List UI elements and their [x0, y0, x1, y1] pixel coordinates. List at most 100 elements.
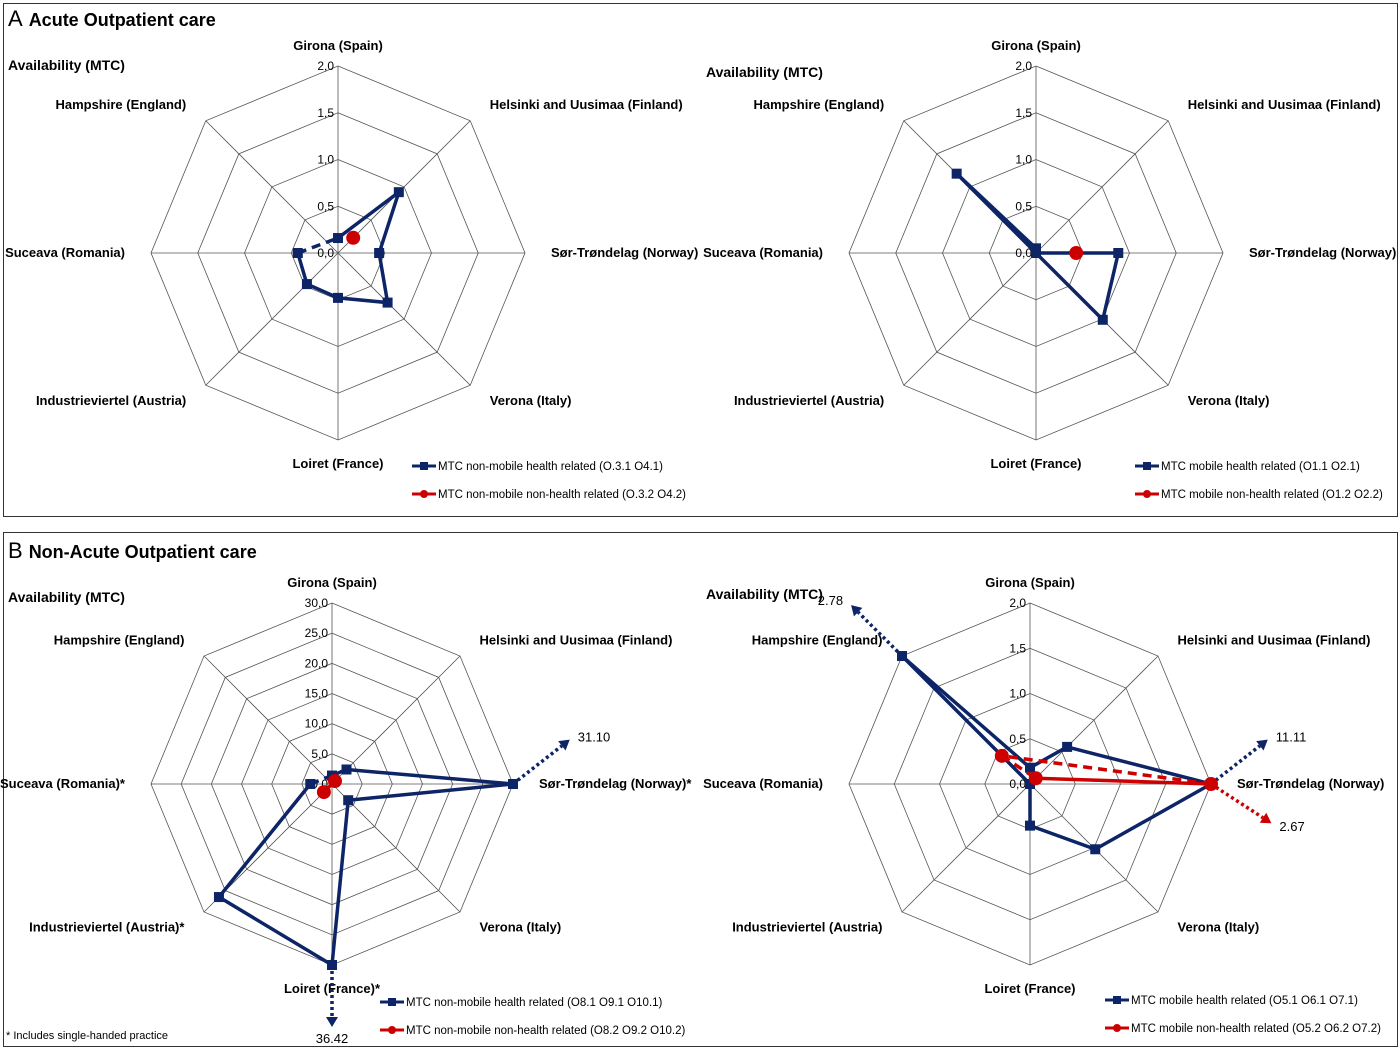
data-marker — [327, 774, 342, 789]
arrowhead-icon — [326, 1017, 338, 1027]
series-line — [1034, 251, 1105, 322]
series-line — [217, 782, 312, 899]
y-axis-label: Availability (MTC) — [8, 57, 125, 73]
axis-label: Sør-Trøndelag (Norway) — [1237, 776, 1384, 791]
series-1 — [1069, 246, 1084, 260]
data-marker — [213, 892, 224, 903]
axis-label: Verona (Italy) — [1188, 393, 1270, 408]
grid-spoke — [337, 252, 471, 386]
series-line — [900, 654, 1032, 786]
data-marker — [1097, 314, 1108, 325]
axis-label: Suceava (Romania) — [703, 776, 823, 791]
grid-spoke — [1029, 655, 1159, 785]
data-marker — [1204, 777, 1218, 791]
grid-spoke — [331, 655, 461, 785]
legend-label: MTC mobile non-health related (O5.2 O6.2… — [1131, 1023, 1381, 1035]
tick-label: 10,0 — [305, 717, 329, 731]
legend-item: MTC mobile non-health related (O1.2 O2.2… — [1135, 489, 1383, 501]
tick-label: 15,0 — [305, 687, 329, 701]
legend-marker — [388, 1026, 396, 1034]
panel-a-letter: A — [8, 6, 23, 31]
overflow-value-label: 2.67 — [1279, 819, 1304, 834]
legend-item: MTC mobile non-health related (O5.2 O6.2… — [1105, 1023, 1381, 1035]
series-line — [377, 191, 401, 254]
panel-b — [3, 532, 1398, 1047]
series-line — [955, 172, 1038, 250]
axis-label: Industrieviertel (Austria) — [36, 393, 186, 408]
legend-item: MTC mobile health related (O1.1 O2.1) — [1135, 461, 1360, 473]
tick-label: 0,0 — [317, 246, 334, 260]
data-marker — [393, 187, 404, 198]
legend-marker — [420, 490, 428, 498]
axis-label: Loiret (France) — [984, 981, 1075, 996]
series-line — [336, 190, 400, 240]
data-marker — [301, 279, 312, 290]
series-line — [1035, 776, 1212, 786]
data-marker — [1069, 246, 1084, 260]
tick-label: 1,0 — [1015, 153, 1032, 167]
axis-label: Suceava (Romania) — [703, 245, 823, 260]
legend-item: MTC non-mobile non-health related (O8.2 … — [380, 1025, 686, 1037]
data-marker — [508, 779, 518, 789]
axis-label: Suceava (Romania) — [5, 245, 125, 260]
data-marker — [292, 248, 303, 258]
grid-spoke — [205, 252, 339, 386]
series-line — [218, 895, 333, 967]
data-marker — [343, 795, 354, 806]
legend-item: MTC non-mobile non-health related (O.3.2… — [412, 489, 686, 501]
series-0 — [951, 168, 1124, 325]
axis-label: Hampshire (England) — [54, 632, 185, 647]
data-marker — [994, 748, 1009, 763]
axis-label: Girona (Spain) — [293, 38, 383, 53]
axis-label: Girona (Spain) — [287, 575, 377, 590]
axis-label: Hampshire (England) — [752, 632, 883, 647]
series-line — [377, 252, 390, 303]
series-line — [1001, 754, 1212, 786]
legend-label: MTC non-mobile non-health related (O.3.2… — [438, 489, 686, 501]
tick-label: 20,0 — [305, 656, 329, 670]
series-line — [1066, 745, 1212, 786]
axis-label: Helsinki and Uusimaa (Finland) — [490, 97, 683, 112]
series-line — [1029, 823, 1096, 851]
arrowhead-icon — [558, 739, 570, 751]
data-marker — [305, 779, 316, 789]
axis-label: Sør-Trøndelag (Norway) — [551, 245, 698, 260]
tick-label: 1,0 — [317, 153, 334, 167]
axis-label: Loiret (France) — [990, 456, 1081, 471]
data-marker — [341, 764, 352, 775]
axis-label: Verona (Italy) — [490, 393, 572, 408]
panel-b-title-text: Non-Acute Outpatient care — [28, 542, 257, 562]
data-marker — [1062, 741, 1073, 752]
panel-a-title: A Acute Outpatient care — [8, 6, 216, 32]
overflow-value-label: 2.78 — [818, 593, 843, 608]
axis-label: Sør-Trøndelag (Norway)* — [539, 776, 692, 791]
data-marker — [346, 230, 361, 245]
data-marker — [1025, 820, 1035, 831]
legend-label: MTC mobile health related (O5.1 O6.1 O7.… — [1131, 995, 1358, 1007]
series-1: 2.67 — [994, 748, 1305, 834]
axis-label: Loiret (France) — [292, 456, 383, 471]
data-marker — [1028, 771, 1043, 786]
tick-label: 0,5 — [1015, 199, 1032, 213]
overflow-value-label: 36.42 — [316, 1031, 349, 1046]
y-axis-label: Availability (MTC) — [8, 589, 125, 605]
tick-label: 0,0 — [1015, 246, 1032, 260]
panel-b-title: B Non-Acute Outpatient care — [8, 538, 257, 564]
series-line — [306, 282, 339, 300]
axis-label: Loiret (France)* — [284, 981, 381, 996]
legend-label: MTC mobile health related (O1.1 O2.1) — [1161, 461, 1360, 473]
legend-marker — [1143, 490, 1151, 498]
series-0: 11.11 2.78 — [818, 593, 1306, 855]
data-marker — [316, 785, 331, 800]
tick-label: 1,5 — [1015, 106, 1032, 120]
panel-a — [3, 3, 1398, 517]
series-line — [348, 782, 514, 802]
legend-marker — [420, 462, 428, 470]
series-line — [297, 236, 339, 255]
series-line — [330, 800, 350, 966]
panel-b-letter: B — [8, 538, 23, 563]
tick-label: 2,0 — [1009, 596, 1026, 610]
data-marker — [327, 960, 337, 970]
grid-spoke — [205, 120, 339, 254]
overflow-arrow — [511, 744, 563, 786]
